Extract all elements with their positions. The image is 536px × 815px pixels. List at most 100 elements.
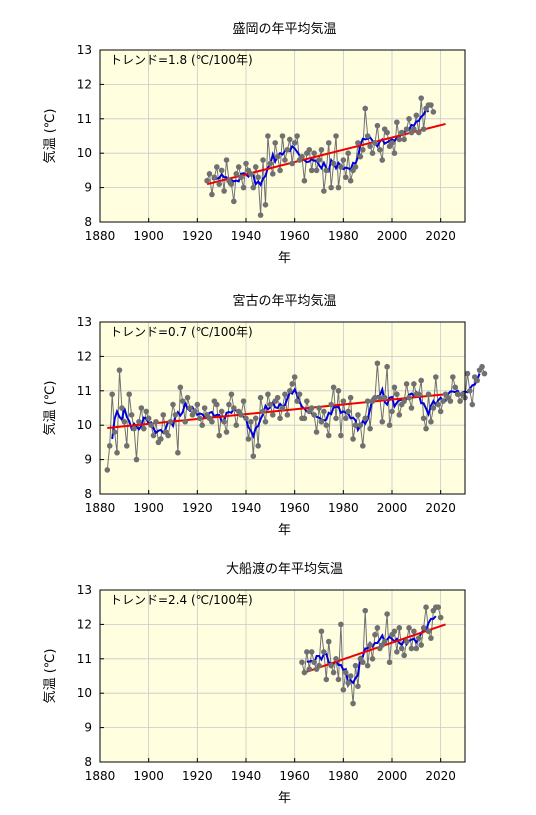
data-point [248, 171, 254, 177]
data-point [452, 384, 459, 391]
data-point [265, 391, 271, 398]
data-point [175, 449, 181, 456]
data-point [150, 432, 157, 439]
data-point [350, 700, 356, 707]
data-point [291, 140, 298, 146]
data-point [474, 377, 480, 384]
data-point [364, 662, 371, 669]
data-point [289, 381, 296, 387]
data-point [126, 391, 132, 398]
data-point [121, 418, 128, 425]
x-tick-label: 1960 [279, 229, 310, 243]
data-point [325, 638, 332, 645]
data-point [250, 184, 257, 191]
data-point [116, 367, 123, 373]
y-tick-label: 8 [84, 755, 92, 769]
y-tick-label: 8 [84, 215, 92, 229]
data-point [411, 381, 417, 387]
data-point [408, 405, 415, 411]
data-point [323, 422, 330, 429]
data-point [415, 391, 422, 398]
data-point [423, 425, 429, 432]
data-point [413, 112, 420, 119]
data-point [457, 398, 463, 404]
data-point [211, 174, 218, 181]
x-tick-label: 1980 [328, 229, 359, 243]
data-point [231, 198, 237, 205]
data-point [206, 171, 213, 177]
data-point [216, 432, 223, 439]
data-point [262, 202, 269, 208]
data-point [433, 374, 439, 380]
data-point [291, 374, 298, 380]
data-point [379, 418, 386, 425]
data-point [362, 415, 369, 422]
data-point [274, 394, 281, 401]
trend-line [304, 623, 446, 674]
data-point [106, 443, 113, 449]
data-point [136, 418, 142, 425]
data-point [372, 140, 378, 146]
trend-label: トレンド=1.8 (℃/100年) [110, 53, 253, 67]
data-point [437, 408, 444, 415]
data-point [238, 412, 244, 418]
data-point [345, 150, 352, 156]
y-tick-label: 9 [84, 721, 92, 735]
data-point [384, 611, 390, 617]
plot-frame [99, 321, 466, 495]
x-axis-label: 年 [278, 251, 291, 266]
data-point [398, 129, 405, 136]
data-point [233, 171, 240, 177]
y-axis-label: 気温 (℃) [42, 649, 58, 704]
data-point [338, 432, 344, 439]
data-point [287, 388, 293, 394]
data-point [340, 686, 347, 693]
data-point [170, 401, 176, 408]
data-point [311, 412, 317, 418]
data-point [228, 391, 235, 398]
data-point [411, 126, 417, 132]
data-point [228, 181, 235, 187]
data-point [179, 398, 186, 404]
data-point [294, 398, 300, 404]
y-tick-label: 13 [77, 583, 92, 597]
y-tick-label: 11 [77, 652, 92, 666]
data-point [413, 645, 420, 652]
data-point [153, 418, 159, 425]
data-point [165, 432, 171, 439]
data-point [296, 391, 303, 398]
data-point [233, 422, 240, 429]
x-tick-label: 1900 [133, 501, 164, 515]
data-point [301, 669, 308, 676]
data-point [167, 418, 174, 425]
data-point [415, 129, 422, 136]
data-point [406, 394, 412, 401]
data-point [325, 140, 332, 146]
data-point [425, 391, 432, 398]
data-point [299, 153, 305, 160]
data-point [364, 398, 371, 404]
data-point [447, 398, 454, 404]
data-point [279, 133, 286, 139]
data-point [255, 443, 261, 449]
data-point [306, 666, 313, 672]
data-point [394, 119, 400, 126]
data-point [425, 628, 432, 635]
data-point [396, 625, 403, 631]
data-point [187, 405, 193, 411]
data-point [367, 642, 373, 648]
data-point [374, 360, 381, 367]
data-point [420, 625, 427, 631]
data-point [316, 157, 322, 163]
data-point [454, 391, 461, 398]
x-tick-label: 2020 [425, 501, 456, 515]
data-point [252, 164, 259, 170]
data-point [333, 415, 339, 422]
data-point [347, 673, 354, 679]
data-point [428, 418, 434, 425]
plot-area [100, 590, 465, 762]
data-point [418, 95, 425, 101]
data-point [272, 140, 279, 146]
data-point [345, 680, 352, 686]
data-point [369, 150, 376, 156]
